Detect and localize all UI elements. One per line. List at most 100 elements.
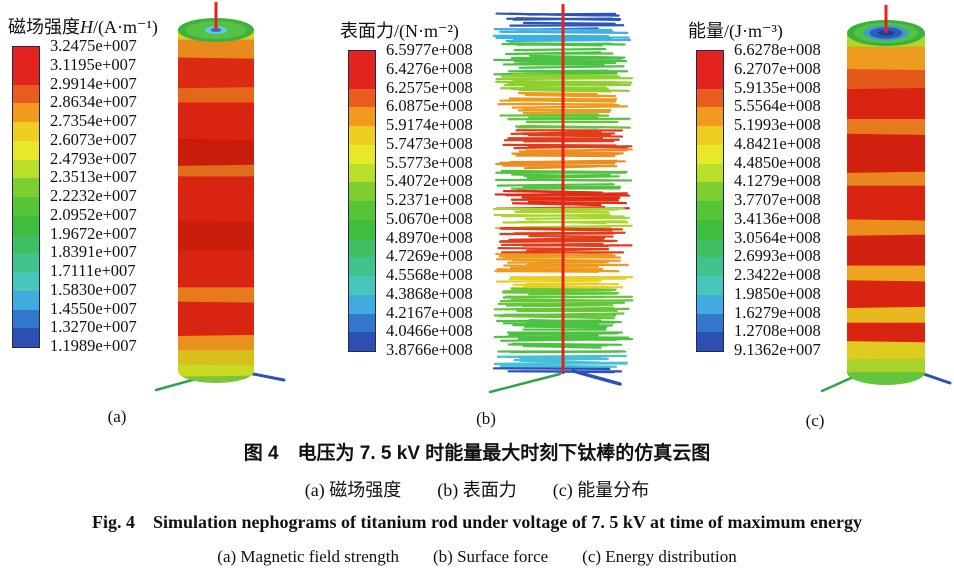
legend-scale-value: 2.6993e+008 xyxy=(734,246,821,266)
nephogram-band xyxy=(847,265,925,284)
colorbar-segment xyxy=(13,178,39,197)
rod-b-surface-force-vectors xyxy=(488,4,634,394)
legend-scale-value: 6.2575e+008 xyxy=(386,77,473,97)
colorbar-segment xyxy=(697,257,723,276)
coordinate-axis-line xyxy=(571,369,622,386)
legend-a-values: 3.2475e+007 3.1195e+007 2.9914e+007 2.8634e… xyxy=(50,36,137,356)
legend-scale-value: 3.1195e+007 xyxy=(50,54,137,74)
nephogram-band xyxy=(178,57,254,92)
rod-axis-needle xyxy=(214,2,218,30)
colorbar-segment xyxy=(13,328,39,347)
rod-c-energy-nephogram xyxy=(820,5,952,393)
legend-c-title-prefix: 能量 xyxy=(688,21,724,41)
legend-scale-value: 4.2167e+008 xyxy=(386,302,473,322)
legend-scale-value: 2.9914e+007 xyxy=(50,73,137,93)
legend-scale-value: 2.3422e+008 xyxy=(734,265,821,284)
caption-chinese-subtitle: (a) 磁场强度 (b) 表面力 (c) 能量分布 xyxy=(304,480,650,500)
colorbar-segment xyxy=(13,309,39,329)
panel-label-a: (a) xyxy=(107,407,127,426)
colorbar-segment xyxy=(349,238,375,258)
legend-a-title: 磁场强度H/(A·m⁻¹) xyxy=(8,13,158,39)
legend-a-title-variable: H xyxy=(80,17,93,37)
colorbar-segment xyxy=(349,201,375,220)
colorbar-segment xyxy=(349,313,375,333)
colorbar-segment xyxy=(13,103,39,122)
legend-scale-value: 4.5568e+008 xyxy=(386,265,473,284)
legend-c-colorbar xyxy=(696,50,724,352)
nephogram-band xyxy=(847,46,925,73)
colorbar-segment xyxy=(13,65,39,85)
colorbar-segment xyxy=(697,238,723,258)
legend-scale-value: 1.3270e+007 xyxy=(50,317,137,337)
nephogram-band xyxy=(847,372,925,385)
colorbar-segment xyxy=(349,107,375,126)
nephogram-band xyxy=(178,138,254,169)
colorbar-segment xyxy=(13,47,39,66)
legend-scale-value: 1.2708e+008 xyxy=(734,321,821,341)
nephogram-band xyxy=(178,39,254,62)
legend-scale-value: 5.7473e+008 xyxy=(386,133,473,153)
colorbar-segment xyxy=(697,144,723,164)
colorbar-segment xyxy=(13,197,39,216)
legend-c-title-unit: /(J·m⁻³) xyxy=(724,21,783,41)
colorbar-segment xyxy=(697,163,723,183)
caption-chinese-title: 图 4 电压为 7. 5 kV 时能量最大时刻下钛棒的仿真云图 xyxy=(243,443,711,464)
legend-scale-value: 5.5564e+008 xyxy=(734,96,821,116)
nephogram-band xyxy=(847,280,925,312)
colorbar-segment xyxy=(349,51,375,70)
legend-scale-value: 1.5830e+007 xyxy=(50,279,137,299)
legend-scale-value: 3.7707e+008 xyxy=(734,190,821,209)
nephogram-band xyxy=(847,133,925,176)
colorbar-segment xyxy=(13,290,39,310)
legend-scale-value: 1.8391e+007 xyxy=(50,242,137,262)
legend-scale-value: 2.6073e+007 xyxy=(50,129,137,149)
legend-scale-value: 4.3868e+008 xyxy=(386,283,473,303)
legend-scale-value: 3.8766e+008 xyxy=(386,340,473,359)
colorbar-segment xyxy=(697,313,723,333)
nephogram-band xyxy=(178,176,254,224)
colorbar-segment xyxy=(13,272,39,291)
colorbar-segment xyxy=(349,294,375,314)
nephogram-band xyxy=(178,301,254,340)
nephogram-band xyxy=(178,375,254,383)
legend-a-title-unit: /(A·m⁻¹) xyxy=(93,17,158,37)
nephogram-band xyxy=(847,185,925,223)
colorbar-segment xyxy=(13,122,39,141)
legend-scale-value: 6.2707e+008 xyxy=(734,58,821,78)
legend-scale-value: 1.9672e+007 xyxy=(50,223,137,243)
colorbar-segment xyxy=(13,159,39,179)
rod-axis-needle xyxy=(884,5,888,33)
colorbar-segment xyxy=(697,51,723,70)
colorbar-segment xyxy=(697,219,723,239)
colorbar-segment xyxy=(349,126,375,145)
legend-scale-value: 6.4276e+008 xyxy=(386,58,473,78)
colorbar-segment xyxy=(349,276,375,295)
nephogram-band xyxy=(178,334,254,354)
colorbar-segment xyxy=(13,234,39,254)
legend-scale-value: 2.8634e+007 xyxy=(50,92,137,112)
nephogram-band xyxy=(847,234,925,270)
legend-scale-value: 6.6278e+008 xyxy=(734,40,821,59)
colorbar-segment xyxy=(697,107,723,126)
legend-a-colorbar xyxy=(12,46,40,348)
legend-scale-value: 4.8421e+008 xyxy=(734,133,821,153)
panel-label-c: (c) xyxy=(805,411,825,430)
legend-scale-value: 1.7111e+007 xyxy=(50,261,136,280)
colorbar-segment xyxy=(13,215,39,235)
legend-scale-value: 4.7269e+008 xyxy=(386,246,473,266)
coordinate-axis-line xyxy=(488,372,562,394)
colorbar-segment xyxy=(349,332,375,351)
legend-scale-value: 6.5977e+008 xyxy=(386,40,473,59)
nephogram-band xyxy=(178,102,254,143)
colorbar-segment xyxy=(697,126,723,145)
colorbar-segment xyxy=(697,182,723,201)
legend-scale-value: 5.2371e+008 xyxy=(386,190,473,209)
legend-scale-value: 2.3513e+007 xyxy=(50,167,137,187)
legend-scale-value: 1.1989e+007 xyxy=(50,336,137,355)
legend-b-colorbar xyxy=(348,50,376,352)
legend-scale-value: 5.9174e+008 xyxy=(386,115,473,134)
colorbar-segment xyxy=(13,84,39,104)
legend-scale-value: 3.0564e+008 xyxy=(734,227,821,247)
nephogram-band xyxy=(847,87,925,123)
